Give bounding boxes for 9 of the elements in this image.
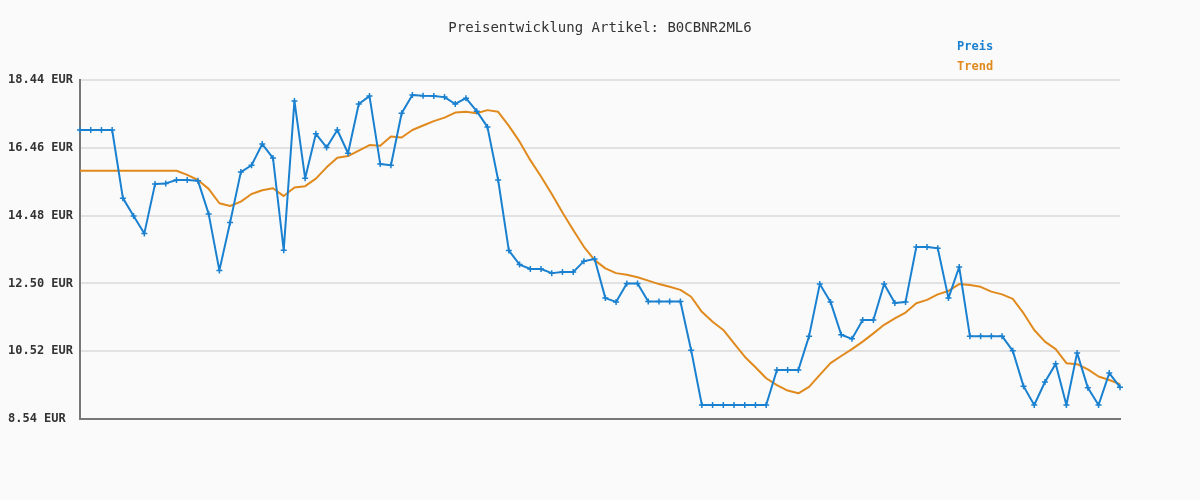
- text: Trend: [957, 59, 994, 74]
- y-tick-label: 8.54 EUR: [8, 411, 67, 426]
- chart-title: Preisentwicklung Artikel: B0CBNR2ML6: [448, 18, 752, 35]
- y-tick-label: 12.50 EUR: [8, 275, 74, 290]
- y-tick-label: 10.52 EUR: [8, 343, 74, 358]
- y-tick-label: 16.46 EUR: [8, 139, 74, 154]
- y-tick-label: 14.48 EUR: [8, 207, 74, 222]
- y-tick-label: 18.44 EUR: [8, 72, 74, 87]
- text: Preis: [957, 39, 994, 54]
